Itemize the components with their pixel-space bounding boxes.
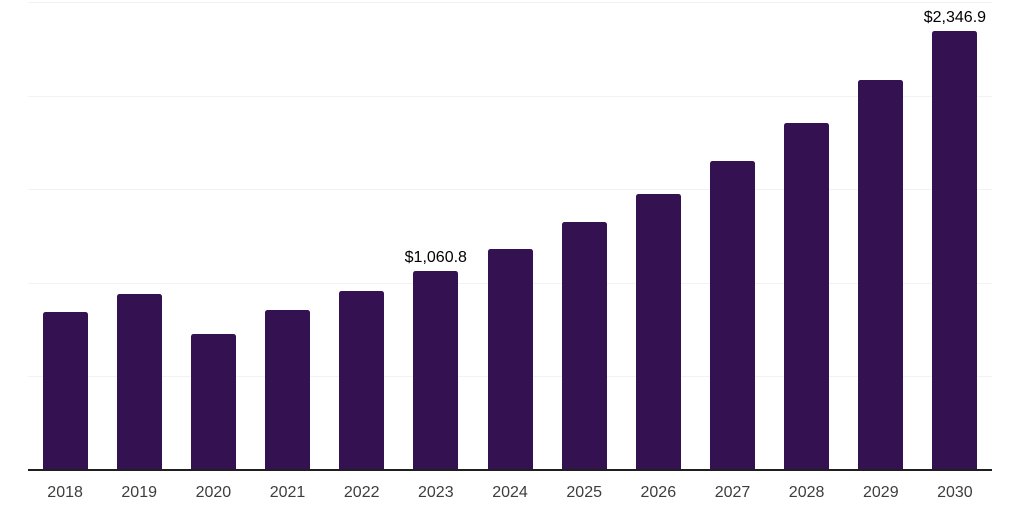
bar-2025 [561,222,607,470]
bar-2020 [190,334,236,470]
x-tick-label-2018: 2018 [47,484,83,501]
x-tick-label-2022: 2022 [343,484,380,501]
bar-2018 [42,311,88,470]
gridline-1500 [28,189,992,191]
x-tick-label-2019: 2019 [121,484,157,501]
x-tick-label-2025: 2025 [566,484,602,501]
bar-2024 [487,249,533,470]
x-tick-label-2030: 2030 [937,484,973,501]
x-tick-label-2021: 2021 [269,484,306,501]
gridline-2000 [28,95,992,97]
bar-2029 [858,80,904,470]
x-tick-label-2029: 2029 [863,484,899,501]
x-tick-label-2020: 2020 [195,484,232,501]
bar-2019 [116,294,162,470]
x-axis-line [28,469,992,471]
bar-2023 [413,271,459,470]
bar-2027 [710,161,755,470]
bar-2021 [265,310,310,470]
gridline-2500 [28,2,992,3]
bar-value-label-2023: $1,060.8 [404,249,467,267]
bar-2026 [635,193,681,470]
x-tick-label-2028: 2028 [788,484,825,501]
x-tick-label-2024: 2024 [492,484,528,501]
bar-2028 [784,123,830,470]
bar-2022 [339,291,385,470]
bar-value-label-2030: $2,346.9 [923,8,987,26]
bar-2030 [932,30,978,470]
x-tick-label-2023: 2023 [418,484,454,501]
x-tick-label-2026: 2026 [640,484,677,501]
x-tick-label-2027: 2027 [714,484,751,501]
